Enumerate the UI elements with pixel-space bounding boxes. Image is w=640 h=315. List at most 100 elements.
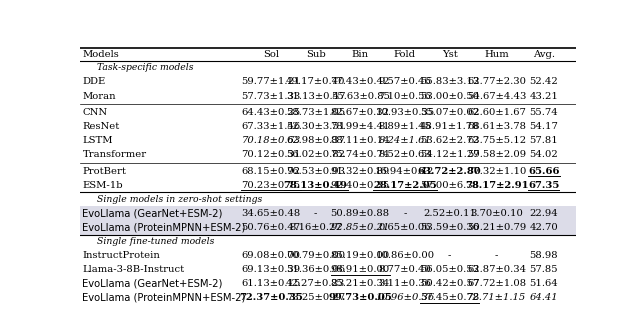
Text: 59.58±2.09: 59.58±2.09 xyxy=(467,150,526,159)
Text: 8.16±0.27: 8.16±0.27 xyxy=(289,223,342,232)
Text: 16.94±0.42: 16.94±0.42 xyxy=(375,167,435,176)
Text: Hum: Hum xyxy=(484,50,509,59)
Text: 50.21±0.79: 50.21±0.79 xyxy=(467,223,526,232)
Text: 10.86±0.00: 10.86±0.00 xyxy=(375,251,435,260)
Text: ESM-1b: ESM-1b xyxy=(83,181,123,190)
Text: 55.07±0.02: 55.07±0.02 xyxy=(420,108,479,117)
Text: Sub: Sub xyxy=(306,50,326,59)
Text: 78.99±4.41: 78.99±4.41 xyxy=(330,122,390,131)
Text: 68.61±3.78: 68.61±3.78 xyxy=(467,122,526,131)
Text: 50.76±0.47: 50.76±0.47 xyxy=(241,223,301,232)
Bar xyxy=(80,206,576,234)
Text: 54.12±1.27: 54.12±1.27 xyxy=(420,150,479,159)
Text: 57.85: 57.85 xyxy=(529,265,558,274)
Text: Sol: Sol xyxy=(263,50,279,59)
Text: 8.24±1.61: 8.24±1.61 xyxy=(378,136,431,145)
Text: 92.85±0.21: 92.85±0.21 xyxy=(331,223,390,232)
Text: 72.71±1.15: 72.71±1.15 xyxy=(467,293,526,302)
Text: -: - xyxy=(495,251,499,260)
Text: 49.17±0.40: 49.17±0.40 xyxy=(286,77,346,86)
Text: 91.32±0.89: 91.32±0.89 xyxy=(331,167,390,176)
Text: 99.73±0.05: 99.73±0.05 xyxy=(328,293,392,302)
Text: 54.17: 54.17 xyxy=(529,122,558,131)
Text: 70.18±0.63: 70.18±0.63 xyxy=(241,136,301,145)
Text: 2.52±0.11: 2.52±0.11 xyxy=(423,209,476,218)
Text: 9.57±0.46: 9.57±0.46 xyxy=(378,77,431,86)
Text: 77.43±0.42: 77.43±0.42 xyxy=(330,77,390,86)
Text: 28.17±2.05: 28.17±2.05 xyxy=(373,181,436,190)
Text: InstructProtein: InstructProtein xyxy=(83,251,161,260)
Text: 67.35: 67.35 xyxy=(528,181,559,190)
Text: Bin: Bin xyxy=(351,50,369,59)
Text: 69.13±0.39: 69.13±0.39 xyxy=(241,265,301,274)
Text: 42.27±0.23: 42.27±0.23 xyxy=(286,279,345,288)
Text: 62.87±0.34: 62.87±0.34 xyxy=(467,265,526,274)
Text: 42.70: 42.70 xyxy=(529,223,558,232)
Text: Task-specific models: Task-specific models xyxy=(97,63,194,72)
Text: 75.74±0.74: 75.74±0.74 xyxy=(330,150,390,159)
Text: 51.36±0.06: 51.36±0.06 xyxy=(286,265,345,274)
Text: 88.11±0.14: 88.11±0.14 xyxy=(330,136,390,145)
Text: 70.23±0.75: 70.23±0.75 xyxy=(241,181,301,190)
Text: ResNet: ResNet xyxy=(83,122,120,131)
Text: 51.64: 51.64 xyxy=(529,279,558,288)
Text: 57.00±6.38: 57.00±6.38 xyxy=(420,181,479,190)
Text: Moran: Moran xyxy=(83,92,116,100)
Text: LSTM: LSTM xyxy=(83,136,113,145)
Text: 56.02±0.82: 56.02±0.82 xyxy=(286,150,345,159)
Text: EvoLlama (ProteinMPNN+ESM-2): EvoLlama (ProteinMPNN+ESM-2) xyxy=(83,222,246,232)
Text: 57.45±0.78: 57.45±0.78 xyxy=(420,293,479,302)
Text: 73.25±0.27: 73.25±0.27 xyxy=(286,293,345,302)
Text: 70.12±0.31: 70.12±0.31 xyxy=(241,150,301,159)
Text: 69.08±0.00: 69.08±0.00 xyxy=(241,251,300,260)
Text: 50.89±0.88: 50.89±0.88 xyxy=(331,209,390,218)
Text: 55.63±0.85: 55.63±0.85 xyxy=(331,92,390,100)
Text: 8.52±0.63: 8.52±0.63 xyxy=(379,150,431,159)
Text: 43.21: 43.21 xyxy=(529,92,558,100)
Text: 8.77±0.40: 8.77±0.40 xyxy=(378,265,431,274)
Text: 67.33±1.46: 67.33±1.46 xyxy=(241,122,301,131)
Text: 61.13±0.15: 61.13±0.15 xyxy=(241,279,301,288)
Text: 8.89±1.45: 8.89±1.45 xyxy=(378,122,431,131)
Text: CNN: CNN xyxy=(83,108,108,117)
Text: 92.40±0.35: 92.40±0.35 xyxy=(331,181,390,190)
Text: 62.60±1.67: 62.60±1.67 xyxy=(467,108,526,117)
Text: 0.65±0.06: 0.65±0.06 xyxy=(379,223,431,232)
Text: 57.73±1.33: 57.73±1.33 xyxy=(241,92,301,100)
Text: Single models in zero-shot settings: Single models in zero-shot settings xyxy=(97,195,262,204)
Text: 77.32±1.10: 77.32±1.10 xyxy=(467,167,526,176)
Text: 57.81: 57.81 xyxy=(529,136,558,145)
Text: 3.70±0.10: 3.70±0.10 xyxy=(470,209,523,218)
Text: 54.67±4.43: 54.67±4.43 xyxy=(467,92,526,100)
Text: 56.05±0.53: 56.05±0.53 xyxy=(420,265,479,274)
Text: 72.37±0.35: 72.37±0.35 xyxy=(239,293,303,302)
Text: 10.93±0.35: 10.93±0.35 xyxy=(375,108,435,117)
Text: DDE: DDE xyxy=(83,77,106,86)
Text: Transformer: Transformer xyxy=(83,150,147,159)
Text: 50.42±0.57: 50.42±0.57 xyxy=(420,279,479,288)
Text: 3.11±0.36: 3.11±0.36 xyxy=(378,279,431,288)
Text: Models: Models xyxy=(83,50,119,59)
Text: 85.21±0.34: 85.21±0.34 xyxy=(330,279,390,288)
Text: 52.42: 52.42 xyxy=(529,77,558,86)
Text: 48.91±1.78: 48.91±1.78 xyxy=(420,122,479,131)
Text: 34.65±0.48: 34.65±0.48 xyxy=(241,209,301,218)
Text: 53.00±0.50: 53.00±0.50 xyxy=(420,92,479,100)
Text: -: - xyxy=(448,251,451,260)
Text: Single fine-tuned models: Single fine-tuned models xyxy=(97,237,215,246)
Text: 58.73±1.05: 58.73±1.05 xyxy=(286,108,345,117)
Text: 62.77±2.30: 62.77±2.30 xyxy=(467,77,526,86)
Text: 53.62±2.72: 53.62±2.72 xyxy=(420,136,479,145)
Text: 58.98: 58.98 xyxy=(529,251,558,260)
Text: 64.43±0.25: 64.43±0.25 xyxy=(241,108,301,117)
Text: ProtBert: ProtBert xyxy=(83,167,126,176)
Text: 53.59±0.36: 53.59±0.36 xyxy=(420,223,479,232)
Text: 62.98±0.37: 62.98±0.37 xyxy=(286,136,345,145)
Text: 67.72±1.08: 67.72±1.08 xyxy=(467,279,526,288)
Text: 31.13±0.47: 31.13±0.47 xyxy=(286,92,346,100)
Text: Avg.: Avg. xyxy=(532,50,555,59)
Text: EvoLlama (ProteinMPNN+ESM-2): EvoLlama (ProteinMPNN+ESM-2) xyxy=(83,293,246,303)
Text: 55.83±3.13: 55.83±3.13 xyxy=(420,77,479,86)
Text: 22.94: 22.94 xyxy=(529,209,558,218)
Text: 7.10±0.56: 7.10±0.56 xyxy=(378,92,431,100)
